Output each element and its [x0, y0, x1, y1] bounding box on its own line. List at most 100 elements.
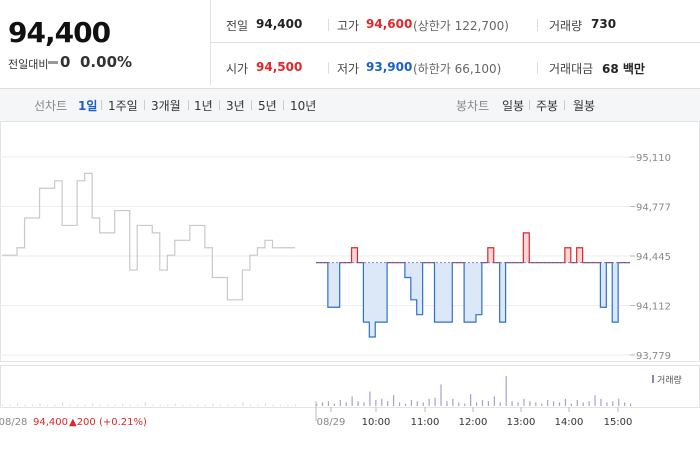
x-tick-label: 10:00 [362, 417, 391, 428]
volume-bar [375, 400, 377, 406]
volume-bar-prev [107, 404, 109, 406]
volume-bar [558, 402, 561, 406]
high-label: 고가 [337, 19, 360, 33]
down-area [316, 262, 630, 337]
tab-3y[interactable]: 3년 [226, 99, 245, 113]
divider [529, 100, 530, 110]
volume-bar-prev [227, 404, 229, 406]
volume-bar [440, 384, 442, 406]
volume-bar-prev [264, 403, 266, 406]
volume-bar-prev [249, 404, 251, 406]
volume-bar-prev [242, 402, 244, 406]
divider [188, 100, 189, 110]
x-tick-label: 08/29 [317, 417, 346, 428]
volume-bar-prev [137, 404, 139, 406]
volume-bar-prev [122, 403, 124, 406]
divider [564, 100, 565, 110]
volume-label: 거래량 [549, 19, 583, 33]
tab-3m[interactable]: 3개월 [151, 99, 181, 113]
volume-bar-prev [9, 404, 11, 406]
tab-10y[interactable]: 10년 [290, 99, 317, 113]
volume-bar-prev [2, 404, 3, 406]
change-value: 0 [60, 53, 71, 71]
volume-bar [363, 402, 365, 406]
flat-icon [48, 61, 58, 64]
volume-bar [541, 403, 543, 406]
volume-bar-prev [144, 402, 146, 406]
volume-value: 730 [591, 17, 617, 31]
volume-bar [552, 401, 555, 406]
volume-bar [529, 401, 531, 406]
volume-bar [357, 401, 359, 406]
volume-bar-prev [39, 403, 41, 406]
tab-monthly[interactable]: 월봉 [573, 99, 596, 113]
volume-bar-prev [69, 404, 71, 406]
y-tick-label: 93,779 [636, 351, 671, 362]
x-tick-label: 15:00 [604, 417, 633, 428]
volume-bar-prev [99, 404, 101, 406]
tab-weekly[interactable]: 주봉 [536, 99, 559, 113]
volume-bar [564, 398, 567, 406]
volume-bar [612, 401, 614, 406]
divider [251, 100, 252, 110]
candle-chart-label: 봉차트 [456, 99, 490, 113]
volume-bar [381, 398, 383, 406]
divider [144, 100, 145, 110]
tab-5y[interactable]: 5년 [258, 99, 277, 113]
volume-bar [416, 401, 418, 406]
volume-bar-prev [212, 403, 214, 406]
volume-bar-prev [197, 404, 199, 406]
volume-bar [493, 396, 495, 406]
y-tick-label: 94,777 [636, 203, 671, 214]
volume-bar-prev [279, 404, 281, 406]
tab-1d[interactable]: 1일 [78, 99, 98, 113]
volume-bar-prev [159, 404, 161, 406]
upper-limit: (상한가 122,700) [413, 19, 509, 33]
x-tick-label: 11:00 [411, 417, 440, 428]
amount-value: 68 백만 [602, 62, 645, 76]
volume-bar-prev [182, 404, 184, 406]
price-chart[interactable]: 95,110 94,777 94,445 94,112 93,779 거래량 08/28 08… [0, 121, 700, 450]
volume-bar [523, 398, 525, 406]
lower-limit: (하한가 66,100) [413, 62, 502, 76]
volume-bar-prev [295, 404, 296, 406]
volume-bar [404, 403, 407, 406]
volume-bar [582, 402, 584, 406]
volume-bar [570, 403, 572, 406]
volume-bar [387, 401, 389, 406]
volume-bar [393, 395, 395, 406]
line-chart-label: 선차트 [34, 99, 68, 113]
volume-bar [505, 376, 507, 406]
volume-bar [606, 402, 608, 406]
tab-daily[interactable]: 일봉 [502, 99, 525, 113]
volume-bar [369, 391, 371, 406]
down-line [316, 262, 630, 338]
tab-1w[interactable]: 1주일 [108, 99, 138, 113]
volume-bar-prev [17, 403, 19, 406]
low-label: 저가 [337, 62, 360, 76]
volume-bar [339, 400, 341, 406]
volume-bar [624, 402, 626, 406]
y-tick-label: 94,445 [636, 252, 671, 263]
volume-bar [434, 397, 436, 406]
y-tick-label: 95,110 [636, 153, 671, 164]
volume-bar [345, 402, 347, 406]
price-panel [0, 0, 211, 85]
low-value: 93,900 [366, 60, 413, 74]
volume-bar-prev [84, 404, 86, 406]
x-tick-label: 13:00 [507, 417, 536, 428]
up-line [316, 232, 630, 263]
volume-bar [576, 400, 578, 406]
open-value: 94,500 [256, 60, 303, 74]
volume-bar [594, 395, 596, 406]
divider [328, 19, 329, 31]
volume-bar [327, 401, 330, 406]
divider [537, 19, 538, 31]
volume-bar [422, 402, 424, 406]
tab-1y[interactable]: 1년 [194, 99, 213, 113]
volume-bar-prev [32, 404, 34, 406]
volume-bar-prev [234, 404, 236, 406]
volume-bar-prev [167, 404, 169, 406]
prev-close-label: 전일 [226, 19, 249, 33]
volume-bar-prev [189, 404, 191, 406]
